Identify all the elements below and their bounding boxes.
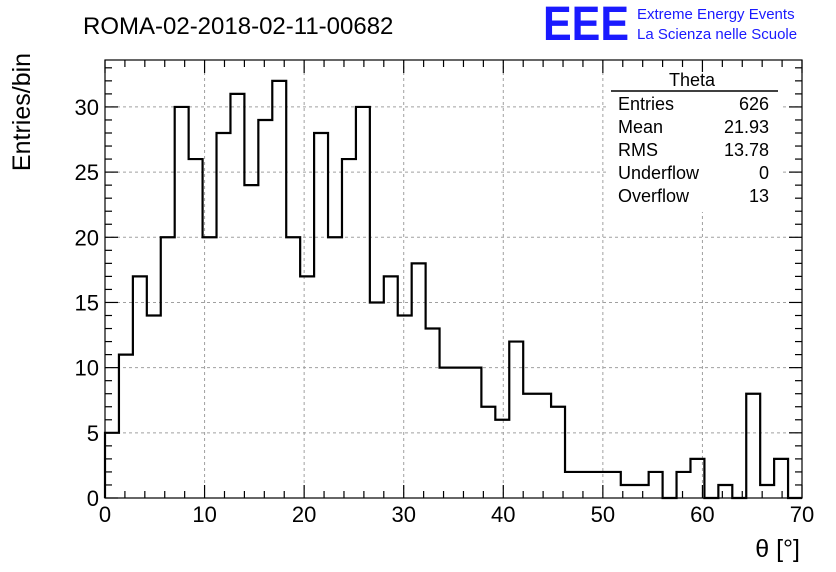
y-tick-label: 20 [75,225,99,250]
stats-value-mean: 21.93 [724,117,769,137]
y-tick-label: 0 [87,486,99,511]
y-axis-label: Entries/bin [8,53,36,171]
histogram-bin [328,237,342,498]
stats-title: Theta [669,70,716,90]
stats-label-rms: RMS [618,140,658,160]
stats-label-overflow: Overflow [618,186,690,206]
x-tick-label: 20 [292,502,316,527]
histogram-bin [593,472,607,498]
histogram-bin [607,472,621,498]
histogram-bin [300,276,314,498]
histogram-bin [635,485,649,498]
stats-value-overflow: 13 [749,186,769,206]
histogram-bin [398,316,412,499]
histogram-bin [746,394,760,498]
histogram-bin [509,342,523,498]
histogram-bin [272,81,286,498]
histogram-bin [649,472,663,498]
histogram-bin [565,472,579,498]
histogram-bin [244,185,258,498]
histogram-bin [370,302,384,498]
histogram-bin [189,159,203,498]
histogram-bin [440,368,454,498]
x-tick-label: 40 [491,502,515,527]
y-tick-label: 10 [75,356,99,381]
histogram-bin [258,120,272,498]
histogram-bin [147,316,161,499]
eee-logo: EEE Extreme Energy Events La Scienza nel… [543,0,797,51]
histogram-bin [217,133,231,498]
axis-ticks [104,60,803,499]
histogram-bin [119,355,133,498]
histogram-bin [412,263,426,498]
x-tick-label: 30 [391,502,415,527]
x-tick-label: 50 [591,502,615,527]
histogram-bin [286,237,300,498]
stats-label-underflow: Underflow [618,163,700,183]
stats-label-mean: Mean [618,117,663,137]
eee-logo-text: EEE [543,0,629,51]
y-tick-label: 25 [75,160,99,185]
stats-value-entries: 626 [739,94,769,114]
x-axis-label: θ [°] [755,535,800,563]
histogram-bin [467,368,481,498]
x-tick-label: 70 [790,502,814,527]
run-title: ROMA-02-2018-02-11-00682 [83,13,393,40]
logo-line-2: La Scienza nelle Scuole [637,26,797,43]
y-tick-label: 30 [75,95,99,120]
histogram-bin [774,459,788,498]
histogram-bin [133,276,147,498]
histogram-bin [230,94,244,498]
x-tick-label: 10 [192,502,216,527]
stats-value-rms: 13.78 [724,140,769,160]
histogram-bin [314,133,328,498]
histogram-bin [523,394,537,498]
histogram-bin [677,472,691,498]
histogram-bin [454,368,468,498]
tick-labels: 0 10 20 30 40 50 60 70 0 5 10 15 20 25 30 [75,95,815,527]
logo-line-1: Extreme Energy Events [637,6,795,23]
y-tick-label: 15 [75,290,99,315]
histogram-bin [579,472,593,498]
histogram-bin [551,407,565,498]
stats-box: Theta Entries 626 Mean 21.93 RMS 13.78 U… [608,70,783,212]
histogram-outline [103,79,802,500]
histogram-bin [495,420,509,498]
histogram-bin [384,276,398,498]
histogram-bin [426,329,440,498]
x-tick-label: 60 [690,502,714,527]
histogram-series [103,79,802,500]
histogram-bin [481,407,495,498]
plot-frame [104,59,803,499]
histogram-bin [342,159,356,498]
histogram-bin [718,485,732,498]
histogram-bin [175,107,189,498]
histogram-bin [537,394,551,498]
histogram-bin [105,433,119,498]
histogram-bin [203,237,217,498]
y-tick-label: 5 [87,421,99,446]
histogram-bin [161,237,175,498]
x-tick-label: 0 [99,502,111,527]
histogram-bin [356,107,370,498]
stats-label-entries: Entries [618,94,674,114]
stats-value-underflow: 0 [759,163,769,183]
